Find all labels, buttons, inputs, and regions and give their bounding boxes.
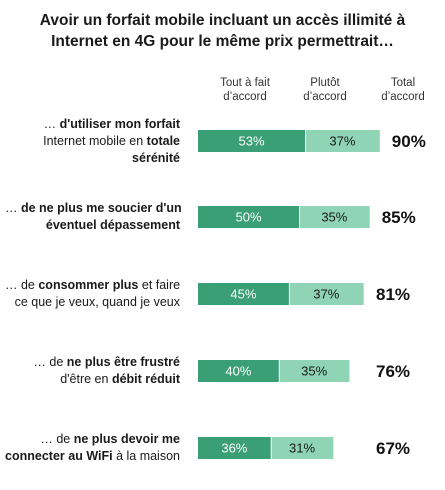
total-agree-label: 67% xyxy=(376,439,410,458)
total-agree-label: 85% xyxy=(382,208,416,227)
row-label-segment: d'utiliser mon forfait xyxy=(59,116,180,131)
row-label-segment: ne plus être frustré xyxy=(66,355,180,369)
chart-title-line-2: Internet en 4G pour le même prix permett… xyxy=(51,33,394,50)
bar-strong-agree xyxy=(198,360,279,382)
row-label-segment: … xyxy=(5,201,21,215)
row-label-segment: … xyxy=(43,116,60,131)
bar-somewhat-agree xyxy=(300,206,370,228)
bar-somewhat-agree xyxy=(306,130,380,152)
row-label-segment: ce que je veux, quand je veux xyxy=(14,295,180,309)
bar-somewhat-agree xyxy=(279,360,350,382)
row-label-segment: … de xyxy=(5,278,39,292)
bar-somewhat-agree xyxy=(271,437,334,459)
legend-strong-agree: Tout à fait d’accord xyxy=(205,76,285,104)
total-agree-label: 90% xyxy=(392,132,426,151)
legend-somewhat-agree: Plutôt d’accord xyxy=(290,76,360,104)
row-label-segment: sérénité xyxy=(132,150,180,165)
row-label: … d'utiliser mon forfait Internet mobile … xyxy=(5,116,180,167)
total-agree-label: 76% xyxy=(376,362,410,381)
bar-somewhat-agree-label: 37% xyxy=(329,134,355,149)
row-label-segment: de ne plus me soucier d'un xyxy=(20,201,182,215)
row-label-segment: débit réduit xyxy=(111,372,180,386)
row-label: … de ne plus devoir me connecter au WiFi … xyxy=(5,431,180,465)
row-label-segment: consommer plus xyxy=(38,278,139,292)
legend-somewhat-agree-line-2: d’accord xyxy=(303,91,347,103)
row-label-line: … de ne plus me soucier d'un xyxy=(5,200,182,217)
row-label: … de consommer plus et faire ce que je ve… xyxy=(5,277,180,311)
row-label-line: … d'utiliser mon forfait xyxy=(5,116,180,133)
row-label-line: … de ne plus devoir me xyxy=(5,431,180,448)
row-label-line: … de consommer plus et faire xyxy=(5,277,180,294)
bar-somewhat-agree xyxy=(289,283,364,305)
row-label-line: Internet mobile en totale xyxy=(5,133,180,150)
row-label-line: sérénité xyxy=(5,150,180,167)
chart-title-line-1: Avoir un forfait mobile incluant un accè… xyxy=(39,12,406,29)
legend-total-agree-line-2: d’accord xyxy=(381,91,425,103)
legend-total-agree-line-1: Total xyxy=(390,77,416,89)
bar-somewhat-agree-label: 37% xyxy=(313,287,339,302)
bar-somewhat-agree-label: 35% xyxy=(321,210,347,225)
row-label-segment: Internet mobile en xyxy=(43,133,147,148)
row-label-segment: … de xyxy=(33,355,67,369)
bar-strong-agree xyxy=(198,130,306,152)
row-label-segment: totale xyxy=(146,133,180,148)
row-label-line: connecter au WiFi à la maison xyxy=(5,448,180,465)
bar-strong-agree-label: 40% xyxy=(225,364,251,379)
bar-strong-agree-label: 45% xyxy=(230,287,256,302)
legend-strong-agree-line-1: Tout à fait xyxy=(220,77,270,89)
row-label-line: ce que je veux, quand je veux xyxy=(5,294,180,311)
legend-total-agree: Total d’accord xyxy=(368,76,438,104)
row-label-line: … de ne plus être frustré xyxy=(5,354,180,371)
row-label-line: d'être en débit réduit xyxy=(5,371,180,388)
bar-strong-agree xyxy=(198,206,299,228)
legend-strong-agree-line-2: d’accord xyxy=(223,91,267,103)
row-label-line: éventuel dépassement xyxy=(5,217,180,234)
row-label-segment: et faire xyxy=(138,278,181,292)
bar-somewhat-agree-label: 31% xyxy=(289,441,315,456)
legend-somewhat-agree-line-1: Plutôt xyxy=(310,77,340,89)
row-label: … de ne plus me soucier d'un éventuel dép… xyxy=(5,200,182,234)
bar-strong-agree-label: 36% xyxy=(221,441,247,456)
row-label-segment: éventuel dépassement xyxy=(45,218,180,232)
chart-title: Avoir un forfait mobile incluant un accè… xyxy=(0,10,445,52)
row-label: … de ne plus être frustré d'être en débit… xyxy=(5,354,180,388)
total-agree-label: 81% xyxy=(376,285,410,304)
bar-somewhat-agree-label: 35% xyxy=(301,364,327,379)
bar-strong-agree-label: 53% xyxy=(239,134,265,149)
bar-strong-agree xyxy=(198,437,271,459)
row-label-segment: ne plus devoir me xyxy=(73,432,180,446)
row-label-segment: … de xyxy=(40,432,74,446)
bar-strong-agree xyxy=(198,283,289,305)
row-label-segment: à la maison xyxy=(112,449,180,463)
bar-strong-agree-label: 50% xyxy=(235,210,261,225)
row-label-segment: connecter au WiFi xyxy=(5,449,113,463)
row-label-segment: d'être en xyxy=(60,372,112,386)
